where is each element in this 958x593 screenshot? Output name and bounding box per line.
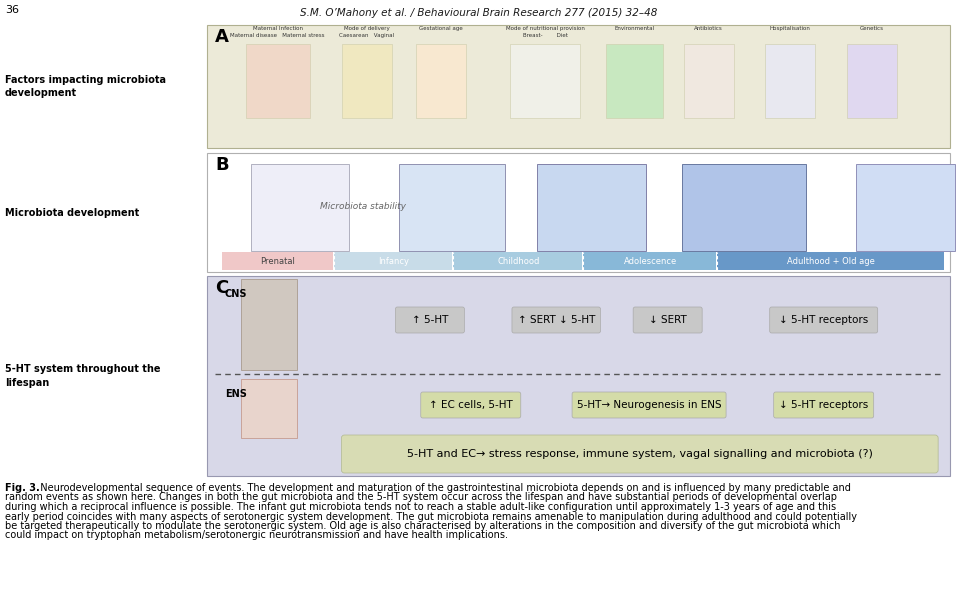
FancyBboxPatch shape [510,43,580,117]
FancyBboxPatch shape [512,307,601,333]
FancyBboxPatch shape [207,153,950,272]
Text: Fig. 3.: Fig. 3. [5,483,39,493]
FancyBboxPatch shape [774,392,874,418]
FancyBboxPatch shape [633,307,702,333]
Text: random events as shown here. Changes in both the gut microbiota and the 5-HT sys: random events as shown here. Changes in … [5,493,837,502]
Text: ↑ EC cells, 5-HT: ↑ EC cells, 5-HT [429,400,513,410]
FancyBboxPatch shape [222,252,333,270]
FancyBboxPatch shape [847,43,897,117]
Text: 36: 36 [5,5,19,15]
FancyBboxPatch shape [416,43,466,117]
Text: Mode of delivery: Mode of delivery [344,26,390,31]
Text: 5-HT system throughout the
lifespan: 5-HT system throughout the lifespan [5,365,161,388]
FancyBboxPatch shape [342,43,392,117]
FancyBboxPatch shape [241,379,297,438]
FancyBboxPatch shape [583,252,717,270]
FancyBboxPatch shape [207,276,950,476]
Text: ↓ 5-HT receptors: ↓ 5-HT receptors [779,315,868,325]
Text: Mode of nutritional provision: Mode of nutritional provision [506,26,584,31]
Text: Microbiota stability: Microbiota stability [320,202,406,211]
FancyBboxPatch shape [334,252,452,270]
FancyBboxPatch shape [681,164,806,251]
FancyBboxPatch shape [399,164,505,251]
Text: Microbiota development: Microbiota development [5,208,139,218]
Text: ↓ SERT: ↓ SERT [649,315,687,325]
Text: C: C [215,279,228,297]
Text: B: B [215,156,229,174]
Text: Neurodevelopmental sequence of events. The development and maturation of the gas: Neurodevelopmental sequence of events. T… [34,483,851,493]
Text: Genetics: Genetics [860,26,884,31]
FancyBboxPatch shape [251,164,349,251]
FancyBboxPatch shape [241,279,297,370]
Text: early period coincides with many aspects of serotonergic system development. The: early period coincides with many aspects… [5,512,857,521]
FancyBboxPatch shape [453,252,582,270]
Text: Antibiotics: Antibiotics [695,26,723,31]
Text: Maternal Infection: Maternal Infection [253,26,303,31]
Text: Breast-        Diet: Breast- Diet [523,33,567,38]
Text: Adolescence: Adolescence [624,257,677,266]
FancyBboxPatch shape [856,164,955,251]
Text: Maternal disease   Maternal stress: Maternal disease Maternal stress [230,33,325,38]
Text: A: A [215,28,229,46]
FancyBboxPatch shape [396,307,465,333]
FancyBboxPatch shape [765,43,815,117]
Text: be targeted therapeutically to modulate the serotonergic system. Old age is also: be targeted therapeutically to modulate … [5,521,840,531]
Text: ↓ 5-HT receptors: ↓ 5-HT receptors [779,400,868,410]
Text: during which a reciprocal influence is possible. The infant gut microbiota tends: during which a reciprocal influence is p… [5,502,836,512]
FancyBboxPatch shape [605,43,663,117]
FancyBboxPatch shape [421,392,521,418]
Text: Factors impacting microbiota
development: Factors impacting microbiota development [5,75,166,98]
Text: Environmental: Environmental [614,26,654,31]
Text: ↑ 5-HT: ↑ 5-HT [412,315,448,325]
Text: S.M. O’Mahony et al. / Behavioural Brain Research 277 (2015) 32–48: S.M. O’Mahony et al. / Behavioural Brain… [300,8,658,18]
Text: Hospitalisation: Hospitalisation [770,26,810,31]
FancyBboxPatch shape [341,435,938,473]
Text: Gestational age: Gestational age [420,26,463,31]
Text: Infancy: Infancy [378,257,409,266]
Text: Adulthood + Old age: Adulthood + Old age [787,257,875,266]
FancyBboxPatch shape [536,164,647,251]
Text: 5-HT→ Neurogenesis in ENS: 5-HT→ Neurogenesis in ENS [577,400,721,410]
FancyBboxPatch shape [718,252,944,270]
FancyBboxPatch shape [245,43,309,117]
FancyBboxPatch shape [683,43,734,117]
Text: 5-HT and EC→ stress response, immune system, vagal signalling and microbiota (?): 5-HT and EC→ stress response, immune sys… [407,449,873,459]
FancyBboxPatch shape [769,307,878,333]
Text: ENS: ENS [225,389,247,399]
Text: Childhood: Childhood [497,257,539,266]
Text: could impact on tryptophan metabolism/serotonergic neurotransmission and have he: could impact on tryptophan metabolism/se… [5,531,508,540]
Text: Prenatal: Prenatal [261,257,295,266]
FancyBboxPatch shape [572,392,726,418]
Text: ↑ SERT ↓ 5-HT: ↑ SERT ↓ 5-HT [517,315,595,325]
FancyBboxPatch shape [207,25,950,148]
Text: CNS: CNS [225,289,247,299]
Text: Caesarean   Vaginal: Caesarean Vaginal [339,33,395,38]
